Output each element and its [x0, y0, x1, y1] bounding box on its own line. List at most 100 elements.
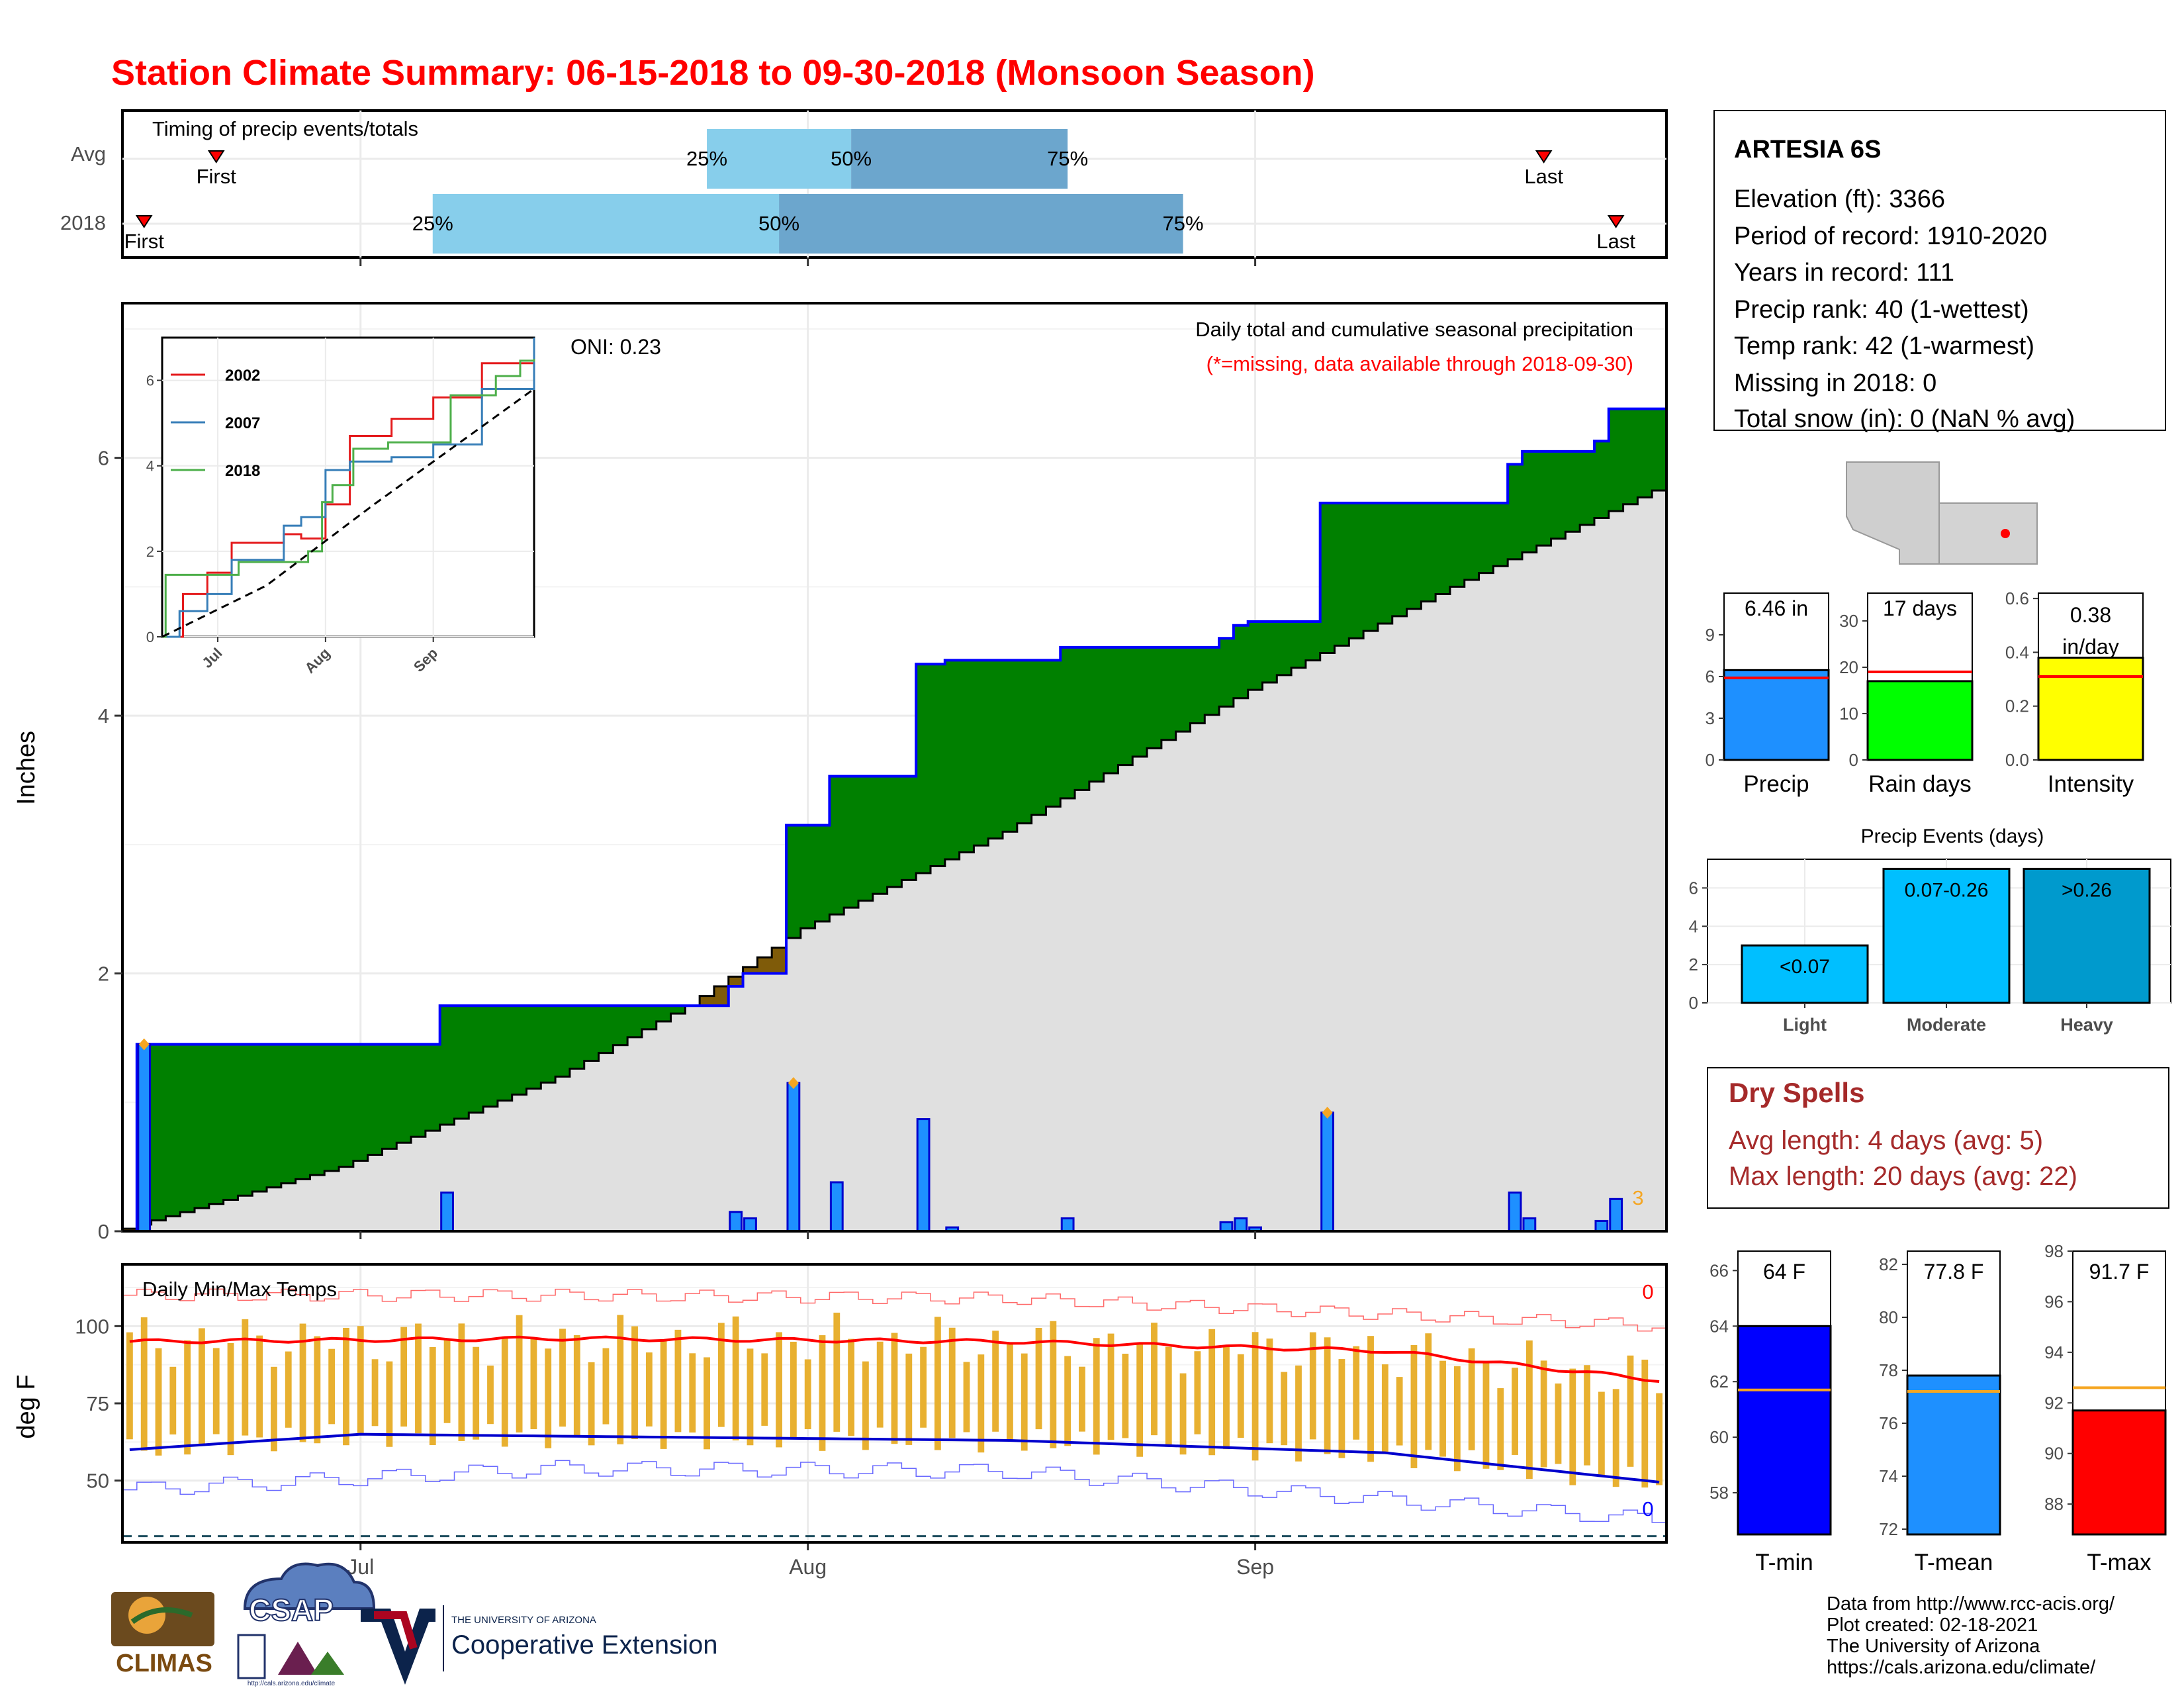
precip-surplus-area	[901, 776, 917, 880]
dry-spells-max: Max length: 20 days (avg: 22)	[1729, 1162, 2077, 1191]
precip-surplus-area	[1551, 451, 1566, 539]
precip-surplus-area	[829, 776, 844, 915]
precip-surplus-area	[613, 1006, 628, 1045]
inset-series-line	[162, 338, 535, 638]
precip-surplus-area	[800, 825, 816, 929]
precip-surplus-area	[469, 1006, 484, 1113]
daily-temp-bar	[1223, 1346, 1230, 1450]
last-event-marker	[1535, 150, 1553, 164]
precip-surplus-area	[1449, 502, 1465, 587]
daily-temp-bar	[1208, 1329, 1216, 1456]
precip-surplus-area	[382, 1044, 397, 1149]
summary-y-tick-label: 0.0	[2005, 750, 2029, 770]
precip-surplus-area	[425, 1044, 441, 1131]
summary-value-label: 6.46 in	[1745, 596, 1808, 620]
precip-deficit-area	[757, 957, 772, 974]
temp-summary-value-label: 91.7 F	[2089, 1260, 2150, 1284]
daily-precip-bar	[1522, 1217, 1537, 1233]
daily-temp-bar	[1107, 1333, 1115, 1440]
summary-bar	[1723, 669, 1830, 761]
precip-surplus-area	[526, 1006, 541, 1089]
temp-summary-y-tick-label: 96	[2044, 1291, 2064, 1311]
precip-surplus-area	[1464, 502, 1480, 581]
daily-temp-bar	[271, 1366, 277, 1452]
dry-spells-box: Dry Spells Avg length: 4 days (avg: 5) M…	[1707, 1067, 2169, 1209]
inset-series-line	[162, 346, 535, 638]
footer-line: Data from http://www.rcc-acis.org/	[1827, 1593, 2115, 1615]
precip-surplus-area	[238, 1044, 253, 1196]
summary-category-label: Intensity	[2048, 771, 2134, 797]
timing-q25-label: 25%	[686, 147, 727, 170]
daily-temp-bar	[184, 1340, 191, 1455]
daily-precip-bar	[440, 1192, 454, 1233]
footer-line: The University of Arizona	[1827, 1636, 2040, 1657]
precip-surplus-area	[931, 664, 946, 867]
daily-temp-bar	[1079, 1366, 1085, 1432]
precip-surplus-area	[959, 660, 975, 853]
precip-surplus-area	[1075, 647, 1090, 790]
daily-precip-bar	[743, 1217, 757, 1233]
inset-avg-line	[161, 388, 535, 638]
daily-temp-bar	[992, 1331, 999, 1432]
daily-precip-bar	[786, 1082, 801, 1233]
climas-logo-text: CLIMAS	[116, 1650, 212, 1677]
precip-surplus-area	[815, 825, 830, 921]
daily-temp-bar	[545, 1348, 552, 1448]
daily-temp-bar	[559, 1329, 566, 1427]
daily-temp-bar	[140, 1317, 148, 1451]
record-max-count: 0	[1642, 1280, 1653, 1303]
temp-summary-y-tick-label: 72	[1879, 1519, 1898, 1539]
precip-surplus-area	[1608, 408, 1624, 512]
timing-q50-label: 50%	[831, 147, 872, 170]
precip-surplus-area	[439, 1006, 455, 1125]
precip-events-panel: Precip Events (days) <0.07 Light 0.07-0.26…	[1689, 825, 2171, 1035]
precip-deficit-area	[772, 947, 787, 974]
precip-surplus-area	[1580, 451, 1595, 525]
precip-surplus-area	[497, 1006, 513, 1101]
precip-surplus-area	[786, 825, 801, 939]
precip-deficit-area	[713, 986, 729, 1006]
daily-temp-bar	[1353, 1346, 1360, 1440]
avg-max-line	[129, 1335, 1660, 1383]
station-info-line: Period of record: 1910-2020	[1734, 222, 2047, 250]
summary-y-tick-label: 0	[1706, 750, 1715, 770]
precip-surplus-area	[887, 776, 903, 887]
daily-temp-bar	[876, 1341, 884, 1428]
precip-surplus-area	[1623, 408, 1638, 504]
precip-deficit-area	[743, 966, 758, 974]
precip-event-range: >0.26	[2062, 879, 2112, 901]
precip-event-bar	[1741, 944, 1869, 1004]
page-title: Station Climate Summary: 06-15-2018 to 0…	[111, 53, 1315, 93]
precip-panel: 0 2 4 6 Inches ONI: 0.23 Daily total and cu…	[13, 302, 1668, 1243]
last-event-label: Last	[1524, 165, 1563, 188]
daily-temp-bar	[1295, 1365, 1302, 1462]
precip-surplus-area	[555, 1006, 570, 1077]
summary-y-tick-label: 9	[1706, 625, 1715, 645]
precip-surplus-area	[1536, 451, 1552, 546]
precip-surplus-area	[627, 1006, 643, 1037]
daily-temp-bar	[948, 1327, 956, 1438]
precip-surplus-area	[1089, 647, 1105, 782]
daily-temp-bar	[1251, 1332, 1259, 1461]
precip-surplus-area	[180, 1044, 195, 1213]
station-info-line: Precip rank: 40 (1-wettest)	[1734, 296, 2029, 324]
footer-line: https://cals.arizona.edu/climate/	[1827, 1657, 2096, 1678]
daily-temp-bar	[169, 1366, 177, 1434]
precip-surplus-area	[1205, 647, 1220, 715]
daily-temp-bar	[1497, 1388, 1504, 1470]
temp-y-axis-label: deg F	[13, 1374, 40, 1438]
daily-temp-bar	[400, 1327, 408, 1427]
daily-temp-bar	[588, 1362, 595, 1446]
precip-surplus-area	[1031, 660, 1047, 816]
temp-summary-category-label: T-max	[2087, 1550, 2152, 1575]
temp-y-tick-label: 100	[75, 1315, 109, 1338]
daily-temp-bar	[602, 1348, 610, 1425]
daily-precip-bar	[1594, 1219, 1609, 1233]
timing-bar-25-50	[707, 129, 852, 189]
precip-surplus-area	[353, 1044, 369, 1161]
daily-temp-bar	[1266, 1338, 1273, 1444]
daily-precip-bar	[1320, 1111, 1335, 1233]
precip-surplus-area	[988, 660, 1003, 839]
precip-surplus-area	[165, 1044, 181, 1217]
precip-surplus-area	[1118, 647, 1133, 765]
